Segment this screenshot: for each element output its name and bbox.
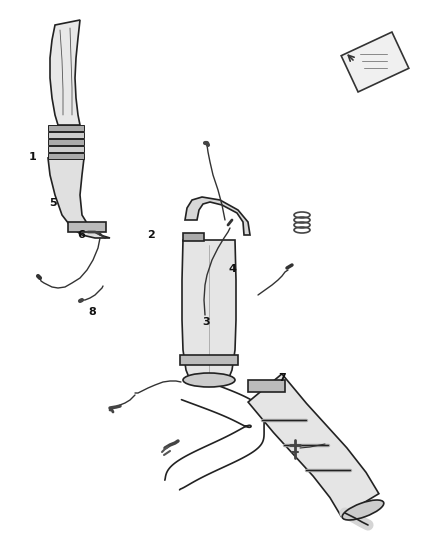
Polygon shape bbox=[48, 158, 110, 238]
Text: 4: 4 bbox=[228, 264, 236, 274]
Polygon shape bbox=[48, 125, 84, 131]
Polygon shape bbox=[248, 374, 379, 516]
Text: 3: 3 bbox=[202, 318, 210, 327]
Polygon shape bbox=[48, 139, 84, 145]
Text: 1: 1 bbox=[29, 152, 37, 162]
Text: 7: 7 bbox=[279, 374, 286, 383]
Text: 6: 6 bbox=[77, 230, 85, 239]
Polygon shape bbox=[68, 222, 106, 232]
Polygon shape bbox=[48, 132, 84, 138]
Polygon shape bbox=[341, 32, 409, 92]
Polygon shape bbox=[48, 153, 84, 159]
Text: 2: 2 bbox=[147, 230, 155, 239]
Ellipse shape bbox=[183, 373, 235, 387]
Text: 5: 5 bbox=[49, 198, 57, 207]
Polygon shape bbox=[185, 197, 250, 235]
Polygon shape bbox=[180, 355, 238, 365]
Polygon shape bbox=[48, 146, 84, 152]
Polygon shape bbox=[182, 240, 236, 380]
Polygon shape bbox=[183, 233, 204, 241]
Polygon shape bbox=[248, 380, 285, 392]
Ellipse shape bbox=[342, 500, 384, 520]
Text: 8: 8 bbox=[88, 307, 96, 317]
Polygon shape bbox=[50, 20, 80, 125]
